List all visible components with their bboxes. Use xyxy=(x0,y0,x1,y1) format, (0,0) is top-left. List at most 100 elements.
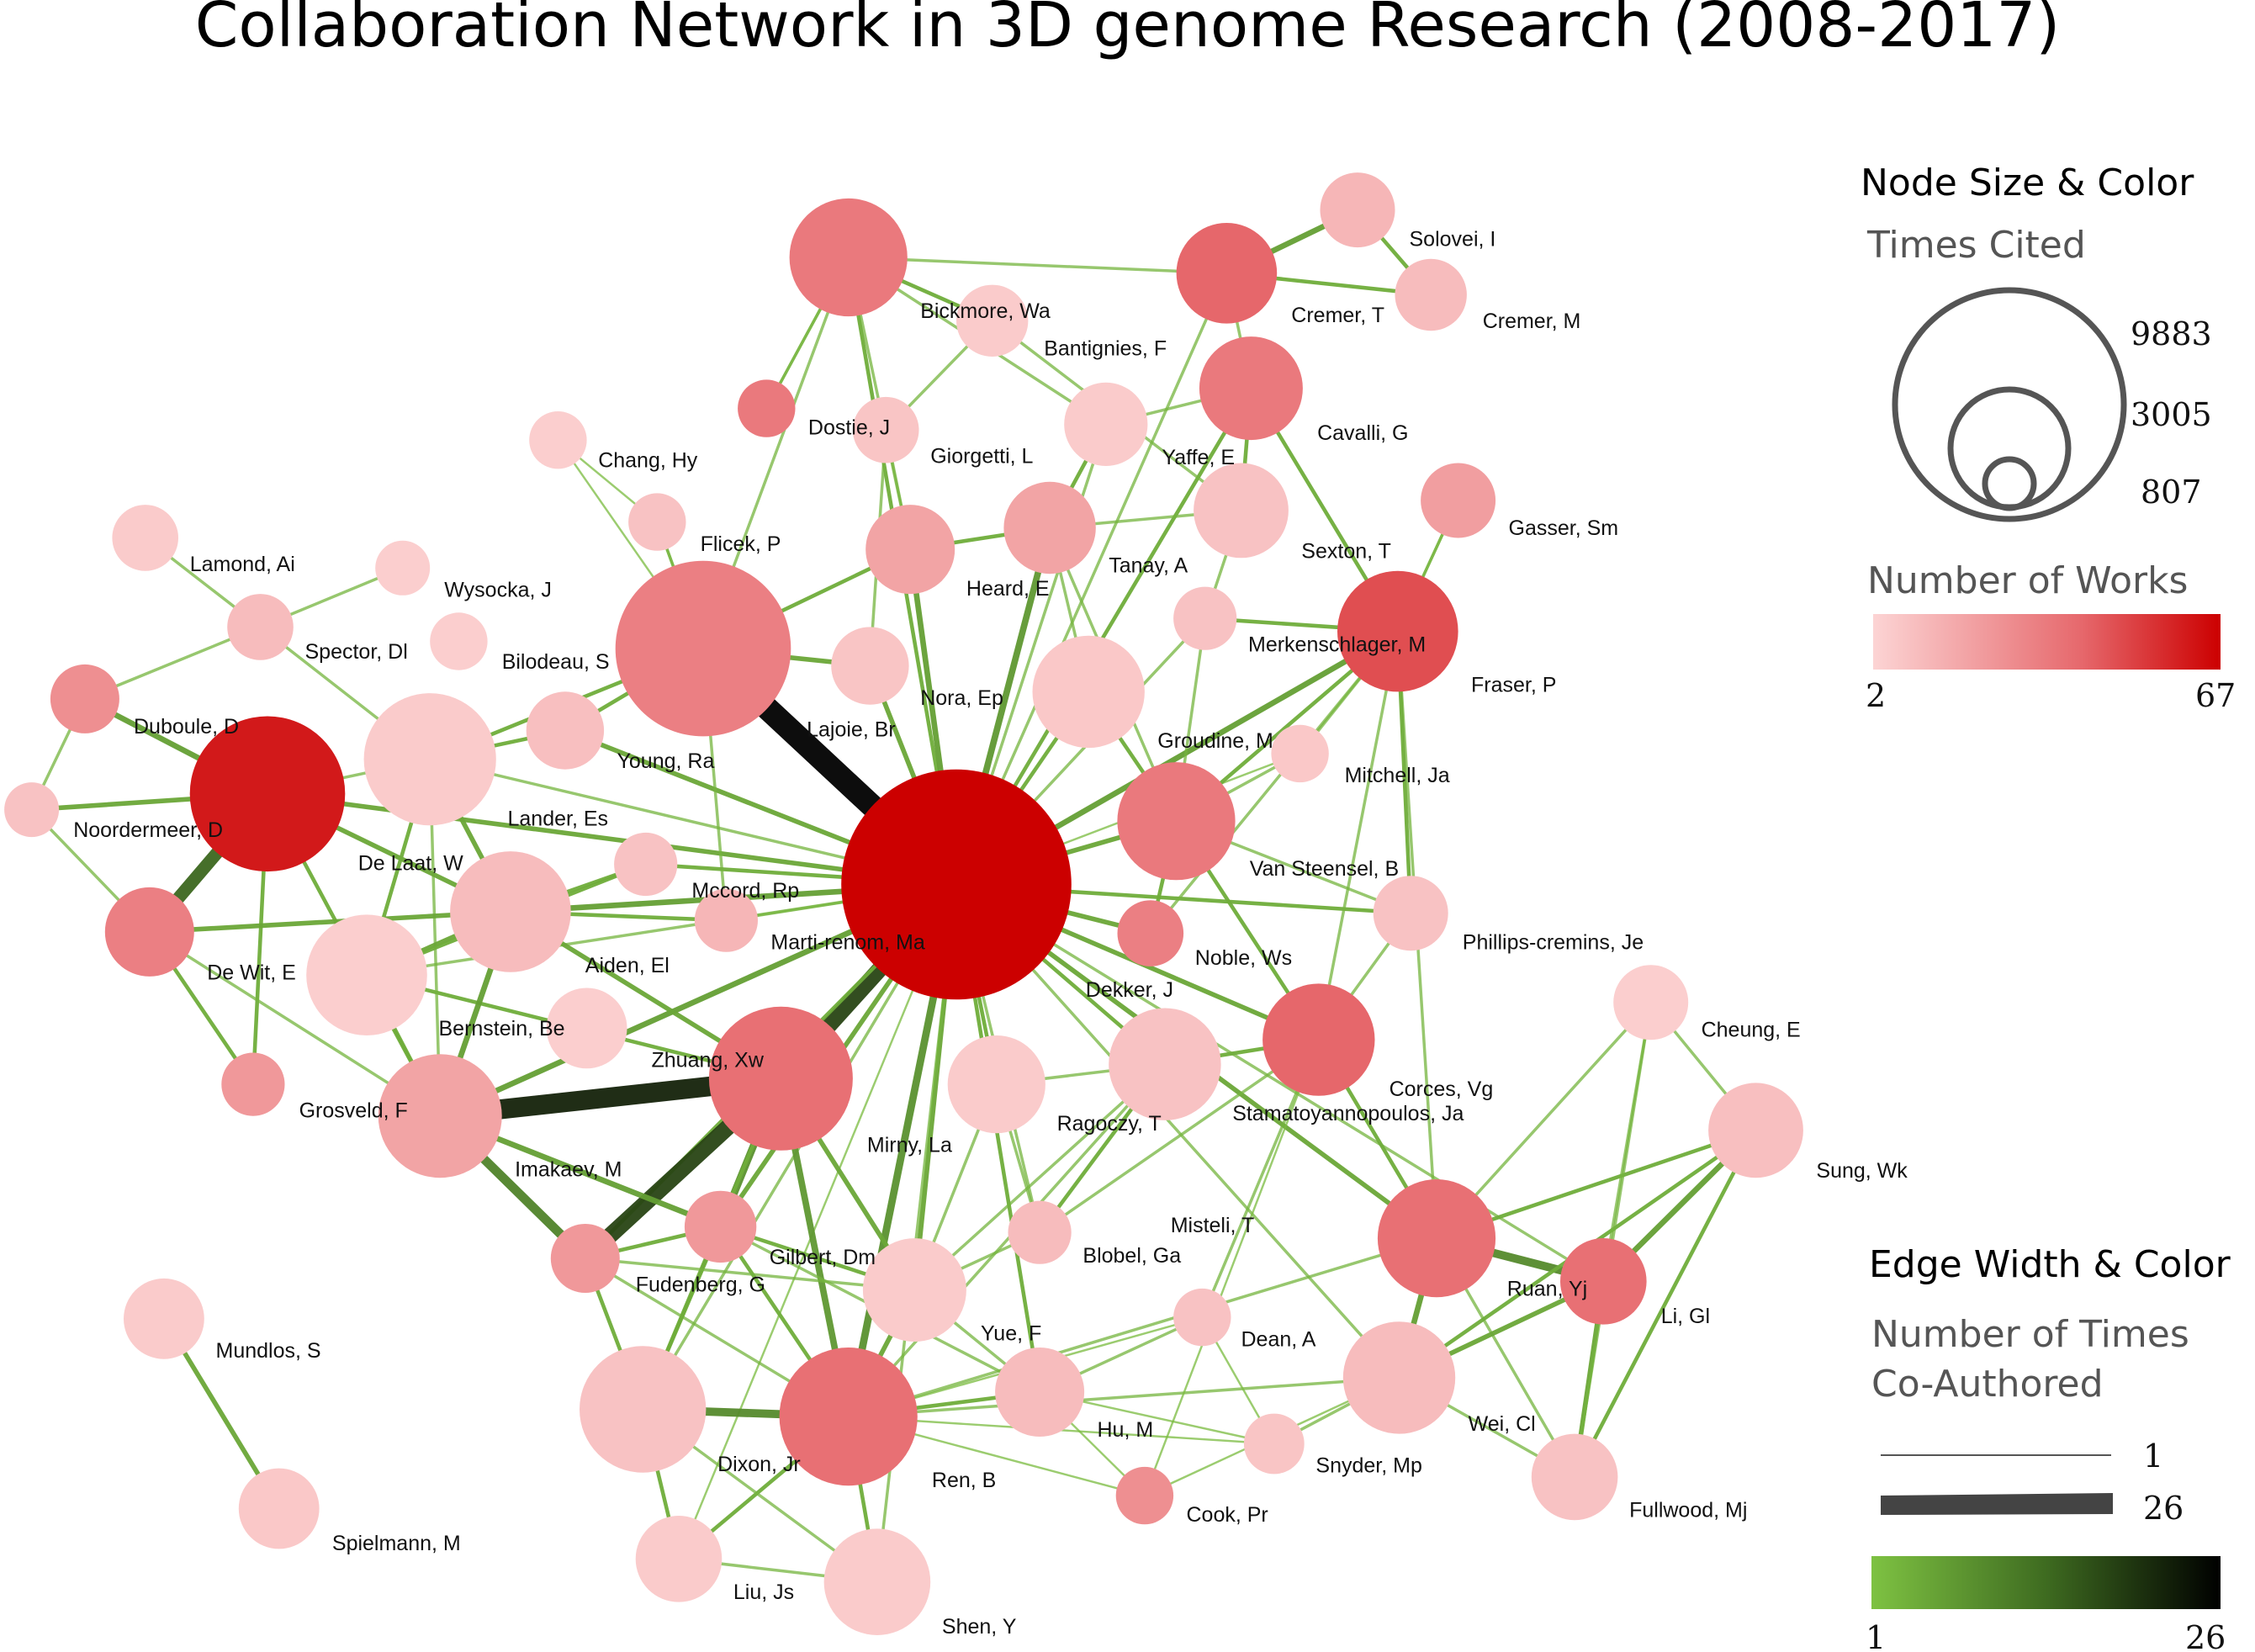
dostie-label: Dostie, J xyxy=(808,416,890,439)
network-node xyxy=(1117,900,1184,966)
network-node xyxy=(831,627,909,705)
network-node xyxy=(1064,382,1148,466)
legend-size-circle-mid xyxy=(1947,386,2072,511)
tanay-label: Tanay, A xyxy=(1109,554,1188,578)
legend-works-max: 67 xyxy=(2195,677,2236,714)
network-node xyxy=(1271,724,1329,783)
liujs-label: Liu, Js xyxy=(733,1581,794,1604)
network-node xyxy=(50,664,119,733)
mirny-label: Mirny, La xyxy=(867,1134,952,1157)
network-edge xyxy=(1149,629,1400,935)
wei-label: Wei, Cl xyxy=(1469,1412,1536,1436)
legend-size-sub: Times Cited xyxy=(1866,224,2086,267)
stamatoyannopoulos-label: Stamatoyannopoulos, Ja xyxy=(1232,1102,1464,1125)
legend-node-size: Node Size & Color Times Cited 9883 3005 … xyxy=(1861,161,2212,522)
network-node xyxy=(841,769,1072,1000)
network-node xyxy=(947,1035,1045,1134)
network-node xyxy=(1173,586,1237,650)
chang-label: Chang, Hy xyxy=(598,449,698,473)
network-node xyxy=(378,1054,502,1178)
network-node xyxy=(635,1516,723,1602)
spielmann-label: Spielmann, M xyxy=(332,1532,461,1555)
network-node xyxy=(738,379,796,437)
network-node xyxy=(1395,258,1467,331)
legend-edge-sub-1: Number of Times xyxy=(1871,1313,2189,1356)
network-node xyxy=(1531,1433,1618,1521)
sexton-label: Sexton, T xyxy=(1301,539,1391,563)
cremert-label: Cremer, T xyxy=(1291,304,1384,327)
ragoczy-label: Ragoczy, T xyxy=(1057,1112,1162,1136)
network-node xyxy=(1199,336,1303,441)
network-node xyxy=(789,198,908,317)
cremerm-label: Cremer, M xyxy=(1483,310,1581,333)
gilbert-label: Gilbert, Dm xyxy=(770,1246,876,1269)
shen-label: Shen, Y xyxy=(942,1615,1017,1639)
legend-edge-gradient xyxy=(1871,1556,2221,1609)
network-node xyxy=(306,914,427,1035)
network-edge xyxy=(1601,1000,1653,1284)
network-edge xyxy=(584,1257,917,1292)
legend-edge-value-26: 26 xyxy=(2143,1490,2184,1527)
network-node xyxy=(1377,1179,1496,1298)
legend-size-value-large: 9883 xyxy=(2131,315,2212,352)
legend-works-sub: Number of Works xyxy=(1867,559,2188,602)
node-layer xyxy=(4,172,1803,1635)
wysocka-label: Wysocka, J xyxy=(444,579,552,602)
network-edge xyxy=(846,256,1229,275)
heard-label: Heard, E xyxy=(966,577,1050,601)
fraser-label: Fraser, P xyxy=(1471,673,1556,696)
network-node xyxy=(221,1052,285,1116)
network-edge xyxy=(1572,1128,1758,1480)
network-node xyxy=(628,493,686,551)
legend-size-circle-large xyxy=(1892,287,2127,522)
legend-edge-min: 1 xyxy=(1866,1619,1886,1652)
bilodeau-label: Bilodeau, S xyxy=(502,650,610,674)
network-node xyxy=(529,411,587,469)
network-node xyxy=(4,782,60,838)
mundlos-label: Mundlos, S xyxy=(216,1339,321,1363)
network-node xyxy=(1320,172,1395,248)
network-node xyxy=(1421,463,1496,538)
noble-label: Noble, Ws xyxy=(1195,946,1292,970)
network-node xyxy=(526,691,605,770)
network-node xyxy=(956,284,1029,357)
hu-label: Hu, M xyxy=(1098,1418,1154,1442)
mccord-label: Mccord, Rp xyxy=(691,879,799,903)
network-node xyxy=(614,832,678,897)
network-node xyxy=(862,1238,966,1342)
legend-size-value-small: 807 xyxy=(2141,474,2202,511)
network-edge xyxy=(265,791,959,887)
network-node xyxy=(1032,635,1145,749)
network-node xyxy=(1373,876,1448,951)
network-node xyxy=(227,594,294,660)
noordermeer-label: Noordermeer, D xyxy=(73,818,223,842)
network-node xyxy=(1117,762,1236,881)
network-edge xyxy=(846,1062,1167,1418)
network-node xyxy=(1003,481,1096,574)
legend-works: Number of Works 2 67 xyxy=(1866,559,2236,714)
dewit-label: De Wit, E xyxy=(207,961,296,984)
corces-label: Corces, Vg xyxy=(1390,1078,1494,1101)
bickmore-label: Bickmore, Wa xyxy=(920,299,1051,323)
dixon-label: Dixon, Jr xyxy=(717,1453,801,1476)
legend-edge-max: 26 xyxy=(2185,1619,2226,1652)
network-edge xyxy=(913,1062,1167,1292)
network-node xyxy=(375,540,431,596)
groudine-label: Groudine, M xyxy=(1157,729,1273,753)
legend-size-heading: Node Size & Color xyxy=(1861,161,2194,204)
network-node xyxy=(238,1468,320,1549)
network-node xyxy=(430,612,488,670)
network-node xyxy=(189,716,346,872)
lamond-label: Lamond, Ai xyxy=(190,553,295,576)
network-node xyxy=(1194,463,1289,559)
chart-title: Collaboration Network in 3D genome Resea… xyxy=(194,0,2061,61)
ruan-label: Ruan, Yj xyxy=(1507,1277,1587,1300)
network-node xyxy=(580,1346,707,1473)
zhuang-label: Zhuang, Xw xyxy=(652,1049,765,1072)
duboule-label: Duboule, D xyxy=(134,715,239,739)
legend-size-circle-small xyxy=(1982,456,2037,511)
gasser-label: Gasser, Sm xyxy=(1509,516,1619,540)
merkenschlager-label: Merkenschlager, M xyxy=(1248,633,1426,657)
phillips-label: Phillips-cremins, Je xyxy=(1463,930,1644,954)
ren-label: Ren, B xyxy=(932,1469,996,1492)
